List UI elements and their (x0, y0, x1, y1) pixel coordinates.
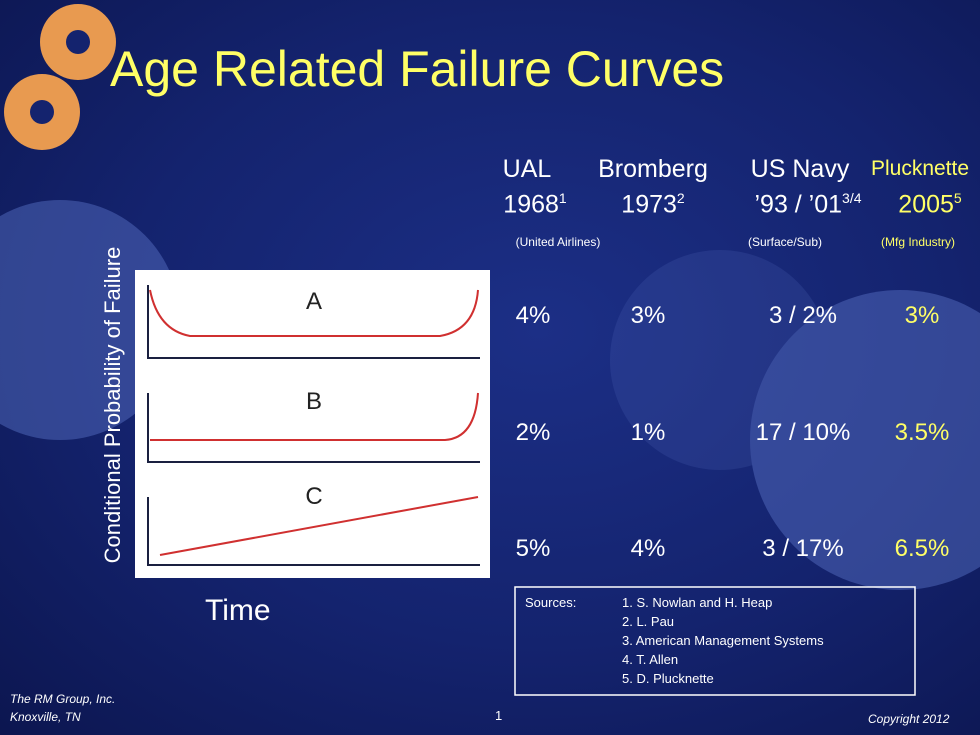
column-note: (Mfg Industry) (880, 235, 956, 249)
source-item: 1. S. Nowlan and H. Heap (622, 595, 773, 610)
curve-label: A (305, 288, 323, 315)
cell-value: 1% (630, 419, 666, 446)
title: Age Related Failure Curves (110, 41, 725, 97)
cell-value: 4% (630, 535, 666, 562)
cell-value: 2% (515, 419, 551, 446)
gears-orange (4, 4, 116, 150)
cell-value: 3% (904, 302, 940, 329)
source-item: 2. L. Pau (622, 614, 675, 629)
cell-value: 6.5% (894, 535, 950, 562)
chart-box (135, 270, 490, 578)
column-name: Plucknette (870, 157, 970, 180)
footer-copyright: Copyright 2012 (868, 712, 950, 726)
column-name: Bromberg (598, 155, 708, 183)
cell-value: 17 / 10% (755, 419, 851, 446)
failure-curves (149, 289, 479, 556)
cell-value: 3 / 2% (768, 302, 838, 329)
column-year: 19681 (503, 190, 567, 219)
column-year: 19732 (621, 190, 685, 219)
footer-location: Knoxville, TN (10, 710, 81, 724)
column-name: UAL (502, 155, 552, 183)
column-year: ’93 / ’013/4 (754, 190, 862, 219)
source-item: 3. American Management Systems (622, 633, 824, 648)
cell-value: 5% (515, 535, 551, 562)
cell-value: 3% (630, 302, 666, 329)
page-number: 1 (495, 708, 503, 723)
axes (147, 285, 480, 566)
column-note: (United Airlines) (515, 235, 601, 249)
sources-box (514, 586, 916, 696)
curve-label: C (305, 483, 323, 510)
sources-label: Sources: (525, 595, 577, 610)
y-axis-label: Conditional Probability of Failure (100, 246, 125, 564)
curve-label: B (305, 388, 323, 415)
x-axis-label: Time (205, 594, 271, 627)
source-item: 4. T. Allen (622, 652, 679, 667)
column-name: US Navy (750, 155, 850, 183)
column-year: 20055 (898, 190, 962, 219)
gears-blue (0, 200, 980, 590)
source-item: 5. D. Plucknette (622, 671, 714, 686)
cell-value: 3.5% (894, 419, 950, 446)
column-note: (Surface/Sub) (747, 235, 823, 249)
cell-value: 4% (515, 302, 551, 329)
cell-value: 3 / 17% (762, 535, 844, 562)
footer-company: The RM Group, Inc. (10, 692, 116, 706)
